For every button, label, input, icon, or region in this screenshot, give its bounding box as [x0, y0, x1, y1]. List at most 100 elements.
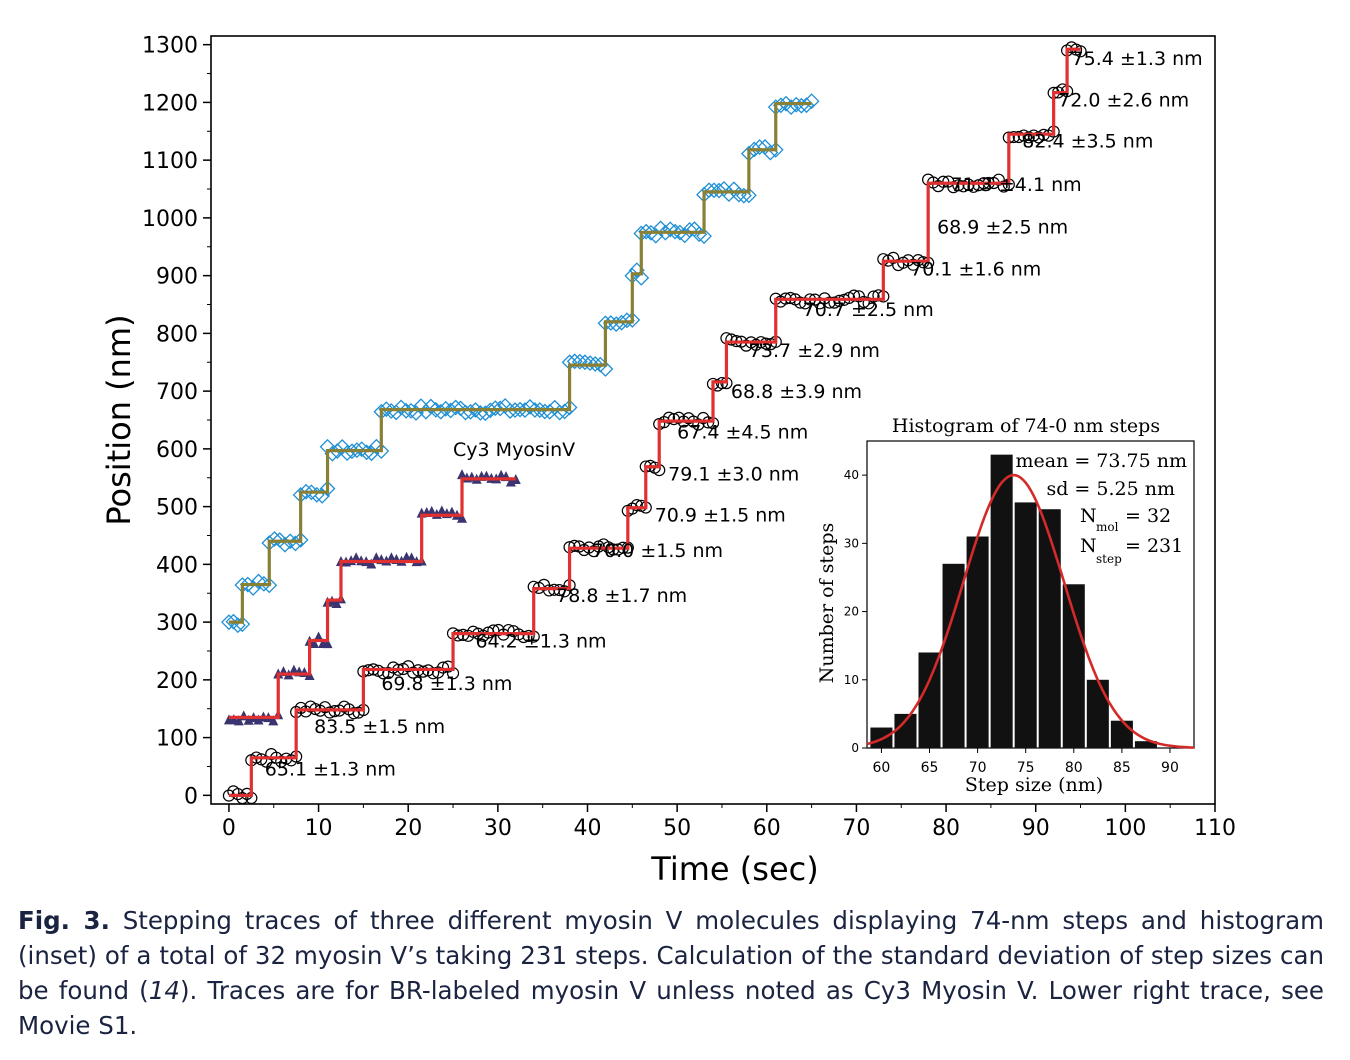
- inset-y-tick-label: 30: [844, 536, 859, 550]
- inset-y-tick-label: 0: [851, 741, 859, 755]
- inset-y-tick-label: 10: [844, 673, 859, 687]
- main-x-tick-label: 40: [574, 816, 602, 841]
- main-x-tick-label: 110: [1194, 816, 1236, 841]
- stat-nmol-symbol: N: [1080, 505, 1097, 527]
- data-point-diamond: [526, 402, 543, 418]
- data-point-triangle: [457, 512, 467, 523]
- inset-x-tick-label: 80: [1065, 760, 1083, 776]
- main-y-tick-label: 200: [156, 669, 198, 694]
- data-point-circle: [487, 624, 500, 637]
- step-size-label: 70.9 ±1.5 nm: [655, 505, 786, 527]
- step-size-label: Cy3 MyosinV: [453, 439, 575, 461]
- data-point-diamond: [531, 402, 548, 419]
- data-point-diamond: [798, 97, 815, 114]
- caption-text-before: Stepping traces of three different myosi…: [18, 906, 1324, 1005]
- data-point-triangle: [253, 714, 264, 725]
- main-y-axis: 0 100 200 300 400 500 600 700 800 900 1000 1100 1200…: [142, 34, 211, 809]
- histogram-bar: [942, 563, 965, 748]
- data-point-circle: [857, 295, 870, 309]
- data-point-diamond: [711, 182, 727, 199]
- data-point-circle: [823, 296, 836, 309]
- step-size-label: 79.1 ±3.0 nm: [668, 464, 799, 486]
- data-point-circle: [436, 661, 450, 674]
- histogram-bar: [918, 652, 941, 748]
- data-point-diamond: [266, 531, 283, 547]
- data-point-circle: [630, 499, 643, 512]
- data-point-diamond: [701, 182, 717, 199]
- step-size-label: 68.9 ±2.5 nm: [937, 216, 1068, 238]
- data-point-circle: [867, 290, 880, 303]
- inset-x-tick-label: 65: [921, 760, 939, 776]
- step-size-label: 75.4 ±1.3 nm: [1072, 48, 1203, 70]
- data-point-diamond: [467, 402, 484, 418]
- main-y-tick-label: 0: [184, 784, 198, 809]
- inset-y-axis: 0 10 20 30 40: [844, 468, 867, 755]
- inset-x-tick-label: 90: [1161, 760, 1179, 776]
- data-point-diamond: [298, 483, 314, 500]
- data-point-diamond: [522, 398, 538, 415]
- data-point-diamond: [671, 224, 688, 241]
- data-point-diamond: [482, 402, 499, 419]
- data-point-diamond: [348, 442, 365, 459]
- histogram-bar: [1062, 584, 1085, 748]
- data-point-circle: [377, 667, 390, 680]
- data-point-diamond: [571, 353, 588, 370]
- caption-reference: 14: [148, 976, 180, 1005]
- histogram-bar: [990, 454, 1013, 748]
- data-point-diamond: [633, 269, 650, 286]
- inset-x-tick-label: 70: [969, 760, 987, 776]
- data-point-diamond: [767, 141, 784, 158]
- data-point-diamond: [667, 223, 683, 240]
- data-point-circle: [725, 333, 738, 346]
- step-fit-line: [228, 101, 812, 624]
- step-size-label: 70.0 ±1.5 nm: [592, 540, 723, 562]
- step-size-label: 70.1 ±1.6 nm: [910, 259, 1041, 281]
- inset-x-axis: 60 65 70 75 80 85 90: [873, 748, 1179, 776]
- data-point-triangle: [426, 505, 437, 516]
- stat-sd: sd = 5.25 nm: [1046, 478, 1175, 500]
- main-y-tick-label: 300: [156, 611, 198, 636]
- data-point-diamond: [292, 531, 309, 548]
- data-point-diamond: [250, 573, 267, 590]
- data-point-circle: [427, 667, 440, 680]
- data-point-circle: [502, 623, 515, 637]
- data-point-diamond: [329, 443, 346, 459]
- data-point-triangle: [366, 558, 377, 569]
- data-point-triangle: [457, 469, 467, 480]
- data-point-diamond: [373, 443, 390, 459]
- inset-x-tick-label: 75: [1017, 760, 1035, 776]
- stat-nmol-value: = 32: [1125, 505, 1171, 527]
- data-point-diamond: [582, 355, 598, 372]
- data-point-triangle: [322, 638, 333, 649]
- step-size-label: 73.7 ±2.9 nm: [749, 340, 880, 362]
- data-point-circle: [236, 792, 249, 805]
- step-fit-line: [228, 47, 1081, 797]
- main-x-tick-label: 50: [663, 816, 691, 841]
- inset-y-tick-label: 20: [844, 605, 859, 619]
- step-fit-line: [228, 477, 516, 719]
- data-point-triangle: [243, 714, 254, 725]
- main-y-tick-label: 100: [156, 727, 198, 752]
- data-point-triangle: [233, 715, 244, 726]
- data-point-triangle: [268, 715, 279, 726]
- inset-gaussian-fit: [866, 473, 1194, 749]
- trace-group: [221, 41, 1087, 805]
- main-y-tick-label: 700: [156, 380, 198, 405]
- data-point-diamond: [751, 139, 768, 156]
- stat-nstep-symbol: N: [1080, 535, 1097, 557]
- main-y-tick-label: 1200: [142, 91, 198, 116]
- histogram-bar: [1086, 679, 1109, 748]
- data-point-diamond: [487, 400, 504, 417]
- data-point-circle: [1074, 45, 1087, 58]
- caption-text-after: ). Traces are for BR-labeled myosin V un…: [18, 976, 1325, 1040]
- stat-mean: mean = 73.75 nm: [1015, 450, 1187, 472]
- inset-x-tick-label: 60: [873, 760, 891, 776]
- main-y-tick-label: 1100: [142, 149, 198, 174]
- step-size-label: 67.4 ±4.5 nm: [677, 421, 808, 443]
- data-point-diamond: [624, 311, 641, 328]
- data-point-diamond: [353, 441, 370, 458]
- data-point-triangle: [351, 552, 362, 563]
- data-point-diamond: [492, 400, 509, 417]
- main-y-tick-label: 900: [156, 265, 198, 290]
- step-size-label: 78.8 ±1.7 nm: [556, 585, 687, 607]
